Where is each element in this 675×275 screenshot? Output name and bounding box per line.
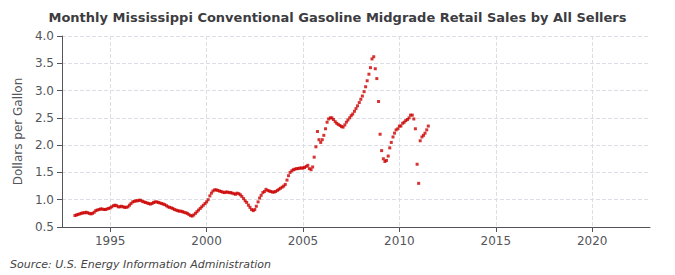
svg-text:3.0: 3.0 — [35, 84, 54, 98]
svg-text:Dollars per Gallon: Dollars per Gallon — [11, 78, 25, 186]
svg-text:Monthly Mississippi Convention: Monthly Mississippi Conventional Gasolin… — [48, 10, 626, 25]
svg-text:0.5: 0.5 — [35, 220, 54, 234]
svg-text:2020: 2020 — [577, 234, 608, 248]
svg-text:2.5: 2.5 — [35, 111, 54, 125]
svg-text:Source: U.S. Energy Informatio: Source: U.S. Energy Information Administ… — [10, 258, 271, 271]
svg-text:2000: 2000 — [191, 234, 222, 248]
svg-text:3.5: 3.5 — [35, 56, 54, 70]
svg-text:1995: 1995 — [95, 234, 126, 248]
svg-text:2010: 2010 — [384, 234, 415, 248]
svg-text:2015: 2015 — [480, 234, 511, 248]
svg-text:1.5: 1.5 — [35, 165, 54, 179]
svg-text:2005: 2005 — [288, 234, 319, 248]
svg-text:4.0: 4.0 — [35, 29, 54, 43]
svg-text:2.0: 2.0 — [35, 138, 54, 152]
svg-text:1.0: 1.0 — [35, 193, 54, 207]
